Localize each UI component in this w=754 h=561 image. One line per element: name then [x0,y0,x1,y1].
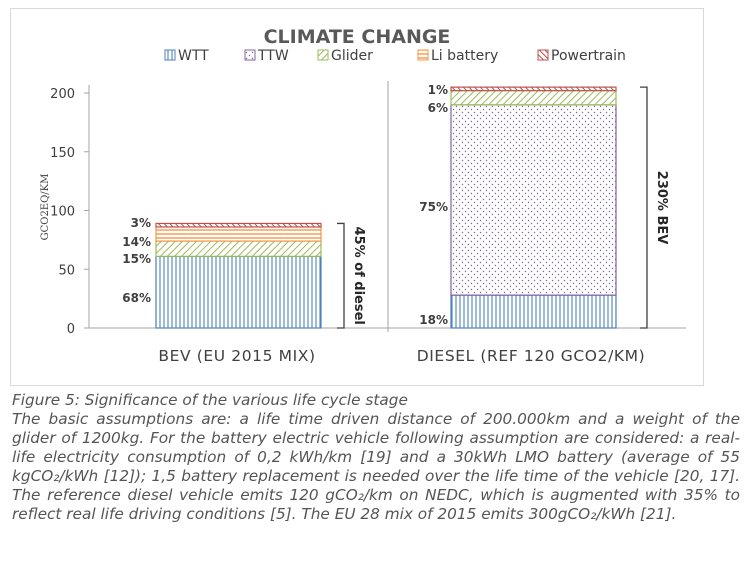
chart-legend: WTT TTW Glider Li battery Powertrain [164,48,626,64]
legend-item-powertrain: Powertrain [537,48,626,64]
segment-label-powertrain: 3% [131,216,151,230]
legend-label: Li battery [431,48,498,64]
bracket-label: 230% BEV [654,171,669,245]
legend-label: Powertrain [551,48,626,64]
legend-swatch [417,49,429,61]
caption-title: Figure 5: Significance of the various li… [12,391,408,409]
bar-stack-diesel [450,86,617,329]
segment-label-glider: 6% [428,101,448,115]
legend-swatch [244,49,256,61]
bar-stacks [155,86,617,329]
climate-change-chart: CLIMATE CHANGE WTT TTW Glider Li battery Pow… [40,26,686,365]
bar-segment-wtt [155,255,322,329]
segment-labels: 68% 15% 14% 3% 18% 75% 6% 1% [122,83,448,327]
legend-label: WTT [178,48,209,64]
chart-container: CLIMATE CHANGE WTT TTW Glider Li battery Pow… [10,8,704,386]
legend-label: Glider [331,48,373,64]
legend-item-li-battery: Li battery [417,48,498,64]
legend-swatch [317,49,329,61]
bracket-line [640,86,648,329]
bar-segment-glider [155,240,322,257]
figure-caption: Figure 5: Significance of the various li… [12,391,740,524]
segment-label-wtt: 68% [122,291,151,305]
legend-swatch [537,49,549,61]
caption-body: The basic assumptions are: a life time d… [12,410,740,523]
y-tick-label: 150 [50,146,75,161]
bracket-line [337,222,345,329]
legend-item-ttw: TTW [244,48,289,64]
brackets: 45% of diesel 230% BEV [337,86,669,329]
bar-segment-glider [450,90,617,106]
y-tick-label: 100 [50,205,75,220]
x-category-label: DIESEL (REF 120 GCO2/KM) [417,347,646,365]
segment-label-wtt: 18% [419,313,448,327]
segment-label-powertrain: 1% [428,83,448,97]
legend-item-glider: Glider [317,48,373,64]
legend-label: TTW [257,48,289,64]
y-tick-label: 200 [50,87,75,102]
bar-segment-wtt [450,294,617,329]
chart-title: CLIMATE CHANGE [264,26,451,48]
bracket-label: 45% of diesel [351,227,366,325]
bar-segment-powertrain [155,222,322,228]
bar-segment-powertrain [450,86,617,92]
segment-label-li-battery: 14% [122,235,151,249]
segment-label-glider: 15% [122,252,151,266]
bar-stack-bev [155,222,322,329]
x-axis-categories: BEV (EU 2015 MIX) DIESEL (REF 120 GCO2/KM… [158,347,646,365]
segment-label-ttw: 75% [419,200,448,214]
legend-item-wtt: WTT [164,48,209,64]
bar-segment-li-battery [155,226,322,242]
y-tick-label: 0 [67,322,75,337]
x-category-label: BEV (EU 2015 MIX) [158,347,315,365]
y-axis-label: GCO2EQ/KM [40,174,51,241]
y-tick-label: 50 [58,263,75,278]
bar-segment-ttw [450,104,617,296]
legend-swatch [164,49,176,61]
